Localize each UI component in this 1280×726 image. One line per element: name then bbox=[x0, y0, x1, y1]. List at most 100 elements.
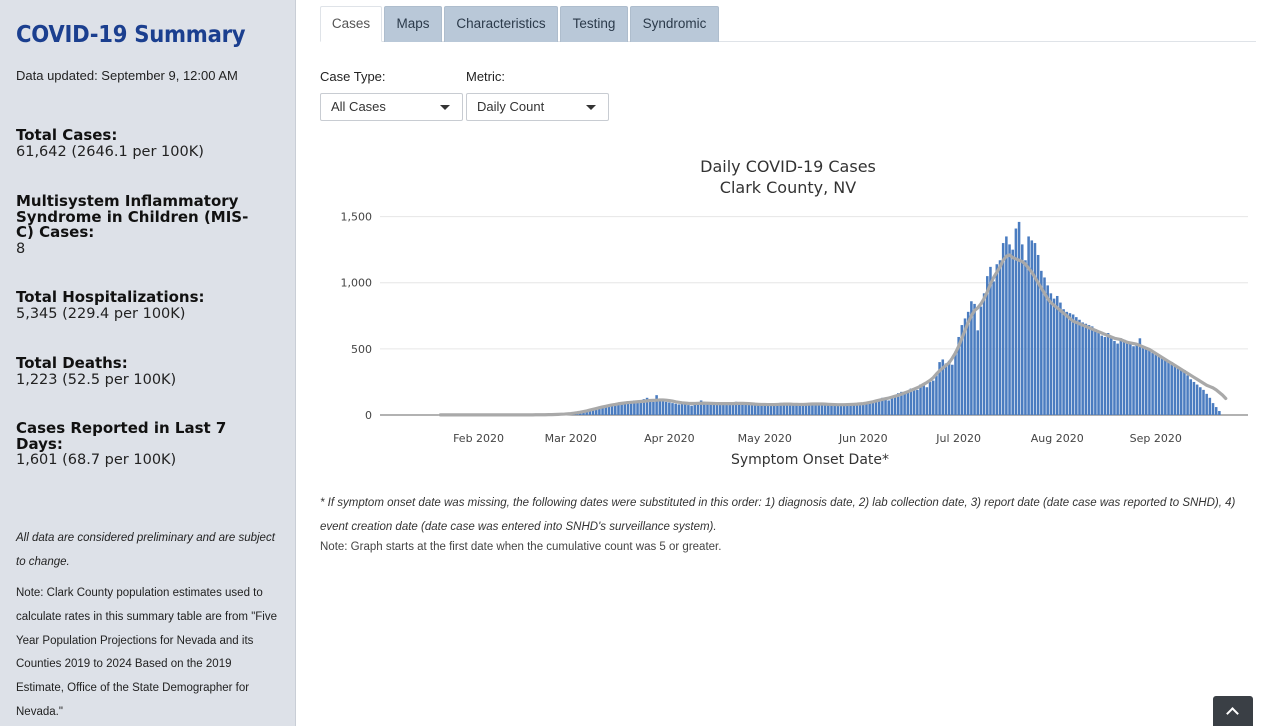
bar bbox=[734, 401, 738, 415]
bar bbox=[881, 397, 884, 415]
bar bbox=[865, 403, 868, 415]
bar bbox=[731, 404, 735, 415]
bar bbox=[1024, 260, 1027, 415]
bar bbox=[1071, 314, 1075, 415]
bar bbox=[671, 403, 674, 415]
bar bbox=[979, 306, 983, 415]
bar bbox=[680, 401, 684, 415]
x-axis-title: Symptom Onset Date* bbox=[731, 452, 889, 468]
bar bbox=[801, 403, 805, 415]
case-type-value: All Cases bbox=[331, 99, 386, 114]
bar bbox=[1122, 339, 1126, 415]
bar bbox=[633, 400, 636, 415]
bar bbox=[687, 405, 690, 415]
bar bbox=[874, 400, 878, 415]
bar bbox=[1167, 360, 1170, 415]
bar bbox=[1097, 333, 1100, 415]
bar bbox=[935, 375, 938, 415]
bar bbox=[1208, 397, 1212, 415]
tab-syndromic[interactable]: Syndromic bbox=[630, 6, 719, 42]
bar bbox=[779, 402, 782, 415]
bar bbox=[696, 403, 700, 415]
bar bbox=[1199, 387, 1202, 415]
bar bbox=[963, 318, 967, 415]
bar bbox=[760, 404, 763, 415]
bar bbox=[928, 381, 932, 415]
bar bbox=[1106, 333, 1110, 415]
bar bbox=[1065, 311, 1069, 415]
bar bbox=[610, 404, 614, 415]
bar bbox=[709, 404, 712, 415]
chevron-up-icon bbox=[1226, 707, 1239, 720]
bar bbox=[1173, 364, 1177, 415]
bar bbox=[1020, 244, 1024, 415]
bar bbox=[995, 264, 999, 415]
bar bbox=[1138, 338, 1142, 415]
bar bbox=[715, 402, 719, 415]
stat-value: 8 bbox=[16, 240, 26, 257]
bar bbox=[973, 303, 976, 415]
chart-title: Daily COVID-19 Cases bbox=[700, 157, 876, 176]
bar bbox=[1008, 244, 1011, 415]
bar bbox=[957, 336, 960, 415]
bar bbox=[703, 401, 706, 415]
bar bbox=[823, 404, 827, 415]
bar bbox=[722, 403, 725, 415]
stat-value: 1,223 (52.5 per 100K) bbox=[16, 371, 177, 388]
bar bbox=[782, 403, 786, 415]
tab-cases[interactable]: Cases bbox=[320, 6, 382, 42]
bar bbox=[900, 391, 903, 415]
bar bbox=[1052, 298, 1056, 415]
bar bbox=[1218, 411, 1221, 415]
average-line bbox=[438, 253, 1228, 417]
bar bbox=[1110, 338, 1113, 415]
bar bbox=[1100, 335, 1104, 415]
bar bbox=[1116, 343, 1119, 415]
bar bbox=[1040, 270, 1043, 415]
tab-testing[interactable]: Testing bbox=[560, 6, 628, 42]
bar bbox=[728, 403, 732, 415]
bar bbox=[598, 407, 601, 415]
stat-total-hospitalizations: Total Hospitalizations: 5,345 (229.4 per… bbox=[16, 289, 276, 321]
preliminary-note: All data are considered preliminary and … bbox=[16, 532, 275, 568]
bar bbox=[998, 260, 1002, 415]
bar bbox=[1179, 368, 1183, 415]
bar bbox=[1192, 381, 1196, 415]
bar bbox=[591, 408, 595, 415]
bar bbox=[677, 404, 681, 415]
bar bbox=[1195, 384, 1199, 415]
bar bbox=[706, 403, 709, 415]
bar bbox=[588, 409, 592, 415]
bar bbox=[601, 406, 604, 415]
bar bbox=[1094, 329, 1097, 415]
tab-maps[interactable]: Maps bbox=[384, 6, 442, 42]
bar bbox=[623, 401, 627, 415]
bar bbox=[674, 403, 677, 415]
bar bbox=[693, 403, 697, 415]
stat-label: Total Deaths: bbox=[16, 354, 128, 372]
metric-select[interactable]: Daily Count bbox=[466, 93, 609, 121]
bar bbox=[839, 405, 843, 415]
bar bbox=[871, 401, 875, 415]
case-type-select[interactable]: All Cases bbox=[320, 93, 463, 121]
y-axis-ticks: 0 500 1,000 1,500 bbox=[341, 211, 373, 422]
bar bbox=[1075, 317, 1078, 415]
bar bbox=[753, 405, 757, 415]
bar bbox=[1049, 293, 1053, 415]
x-tick-label: Jun 2020 bbox=[838, 432, 888, 445]
bar bbox=[639, 401, 642, 415]
y-tick-label: 1,000 bbox=[341, 277, 373, 290]
chart-average-line bbox=[438, 253, 1228, 417]
bar bbox=[982, 293, 986, 415]
tab-characteristics[interactable]: Characteristics bbox=[444, 6, 558, 42]
scroll-to-top-button[interactable] bbox=[1213, 696, 1253, 726]
bar bbox=[1033, 243, 1037, 415]
chart-bars bbox=[439, 221, 1221, 415]
bar bbox=[1068, 313, 1072, 415]
bar bbox=[1113, 340, 1116, 415]
bar bbox=[620, 402, 623, 415]
bar bbox=[776, 403, 779, 415]
x-tick-label: Feb 2020 bbox=[453, 432, 504, 445]
stat-total-cases: Total Cases: 61,642 (2646.1 per 100K) bbox=[16, 127, 276, 159]
stat-value: 1,601 (68.7 per 100K) bbox=[16, 452, 177, 468]
